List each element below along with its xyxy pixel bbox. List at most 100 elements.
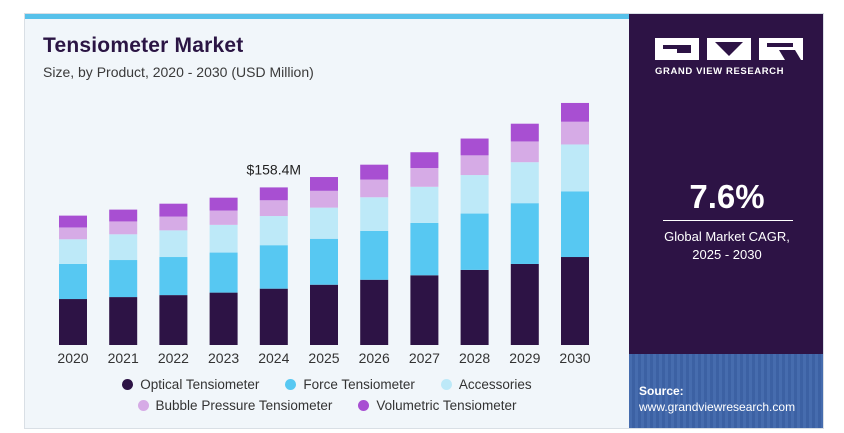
gvr-logo-icon xyxy=(655,38,803,60)
bar-2024-series-0 xyxy=(259,288,288,345)
legend-dot-accessories xyxy=(440,379,452,390)
sidebar-panel: GRAND VIEW RESEARCH 7.6% Global Market C… xyxy=(629,14,823,428)
x-tick-label: 2021 xyxy=(108,350,139,366)
bar-2021-series-4 xyxy=(109,209,138,222)
bar-2026-series-0 xyxy=(360,279,389,345)
bar-2023-series-4 xyxy=(209,197,238,211)
bar-2028-series-0 xyxy=(460,269,489,345)
legend-item-accessories: Accessories xyxy=(440,377,532,392)
x-tick-label: 2024 xyxy=(258,350,289,366)
brand-logo: GRAND VIEW RESEARCH xyxy=(655,38,805,77)
bar-2023-series-3 xyxy=(209,210,238,225)
bar-2021-series-2 xyxy=(109,234,138,261)
bar-2028-series-4 xyxy=(460,138,489,156)
cagr-label: Global Market CAGR, 2025 - 2030 xyxy=(629,228,823,264)
bar-2030-series-2 xyxy=(561,144,589,192)
bar-2027-series-2 xyxy=(410,186,439,223)
bar-2028-series-1 xyxy=(460,213,489,270)
bar-2029-series-4 xyxy=(510,123,539,142)
x-tick-label: 2026 xyxy=(359,350,390,366)
source-background xyxy=(629,354,823,428)
x-tick-label: 2025 xyxy=(308,350,339,366)
bar-2020-series-4 xyxy=(59,215,87,228)
legend-label-force: Force Tensiometer xyxy=(303,377,415,392)
legend: Optical Tensiometer Force Tensiometer Ac… xyxy=(25,377,629,419)
bar-2026-series-4 xyxy=(360,164,389,180)
cagr-value: 7.6% xyxy=(689,178,765,215)
bar-2022-series-2 xyxy=(159,230,188,258)
bar-2023-series-0 xyxy=(209,292,238,345)
bar-2026-series-3 xyxy=(360,179,389,198)
chart-title: Tensiometer Market xyxy=(43,34,244,57)
stacked-bar-chart: 2020 2021 2022 2023 2024 $158.4M 2025 2026 2027 2… xyxy=(57,102,591,366)
bar-2026-series-2 xyxy=(360,197,389,231)
bar-2027-series-1 xyxy=(410,222,439,276)
bar-2024-series-3 xyxy=(259,200,288,217)
bar-2023-series-1 xyxy=(209,252,238,293)
x-tick-label: 2027 xyxy=(409,350,440,366)
bar-2025-series-0 xyxy=(310,284,338,345)
bar-2026-series-1 xyxy=(360,230,389,280)
source-link[interactable]: www.grandviewresearch.com xyxy=(639,400,796,414)
legend-item-volumetric: Volumetric Tensiometer xyxy=(358,398,516,413)
bar-2021-series-3 xyxy=(109,221,138,235)
bar-2030-series-0 xyxy=(561,257,589,345)
legend-item-force: Force Tensiometer xyxy=(285,377,415,392)
legend-item-bubble: Bubble Pressure Tensiometer xyxy=(137,398,333,413)
x-tick-label: 2028 xyxy=(459,350,490,366)
bar-2029-series-2 xyxy=(510,162,539,204)
bar-2025-series-1 xyxy=(310,238,338,285)
legend-dot-force xyxy=(285,379,297,390)
bar-2025-series-4 xyxy=(310,177,338,191)
legend-dot-bubble xyxy=(137,400,149,411)
bar-2025-series-3 xyxy=(310,190,338,208)
bar-2023-series-2 xyxy=(209,224,238,253)
cagr-divider xyxy=(663,220,793,221)
bar-2022-series-3 xyxy=(159,216,188,231)
chart-subtitle: Size, by Product, 2020 - 2030 (USD Milli… xyxy=(43,64,314,80)
accent-bar xyxy=(25,14,629,19)
bar-2021-series-0 xyxy=(109,297,138,345)
source-title: Source: xyxy=(639,384,684,398)
bar-2030-series-1 xyxy=(561,191,589,258)
bar-2022-series-4 xyxy=(159,203,188,217)
bar-2028-series-2 xyxy=(460,175,489,214)
bar-2022-series-1 xyxy=(159,257,188,296)
bar-2027-series-3 xyxy=(410,168,439,187)
bar-2030-series-4 xyxy=(561,102,589,122)
bar-2020-series-0 xyxy=(59,299,87,345)
legend-dot-volumetric xyxy=(358,400,370,411)
bar-2029-series-3 xyxy=(510,141,539,163)
bar-2028-series-3 xyxy=(460,155,489,176)
chart-card: Tensiometer Market Size, by Product, 202… xyxy=(24,13,824,429)
bar-2020-series-2 xyxy=(59,239,87,264)
bar-2025-series-2 xyxy=(310,207,338,239)
legend-item-optical: Optical Tensiometer xyxy=(122,377,259,392)
legend-label-optical: Optical Tensiometer xyxy=(140,377,260,392)
x-tick-label: 2023 xyxy=(208,350,239,366)
bar-2024-series-1 xyxy=(259,245,288,289)
bar-2029-series-0 xyxy=(510,263,539,345)
value-annotation: $158.4M xyxy=(247,161,301,177)
bar-2027-series-0 xyxy=(410,275,439,345)
bar-2030-series-3 xyxy=(561,121,589,145)
legend-label-accessories: Accessories xyxy=(458,377,532,392)
bar-2020-series-3 xyxy=(59,227,87,240)
bar-2024-series-4 xyxy=(259,187,288,201)
brand-name: GRAND VIEW RESEARCH xyxy=(655,66,785,77)
cagr-label-line1: Global Market CAGR, xyxy=(664,229,790,244)
legend-label-volumetric: Volumetric Tensiometer xyxy=(376,398,517,413)
bar-2022-series-0 xyxy=(159,295,188,345)
x-tick-label: 2022 xyxy=(158,350,189,366)
bar-2020-series-1 xyxy=(59,263,87,300)
cagr-label-line2: 2025 - 2030 xyxy=(692,247,762,262)
bar-2024-series-2 xyxy=(259,216,288,246)
x-tick-label: 2030 xyxy=(559,350,590,366)
bar-2021-series-1 xyxy=(109,260,138,298)
bar-2029-series-1 xyxy=(510,203,539,264)
x-tick-label: 2020 xyxy=(57,350,88,366)
x-tick-label: 2029 xyxy=(509,350,540,366)
legend-label-bubble: Bubble Pressure Tensiometer xyxy=(155,398,333,413)
bar-2027-series-4 xyxy=(410,152,439,169)
legend-dot-optical xyxy=(122,379,134,390)
